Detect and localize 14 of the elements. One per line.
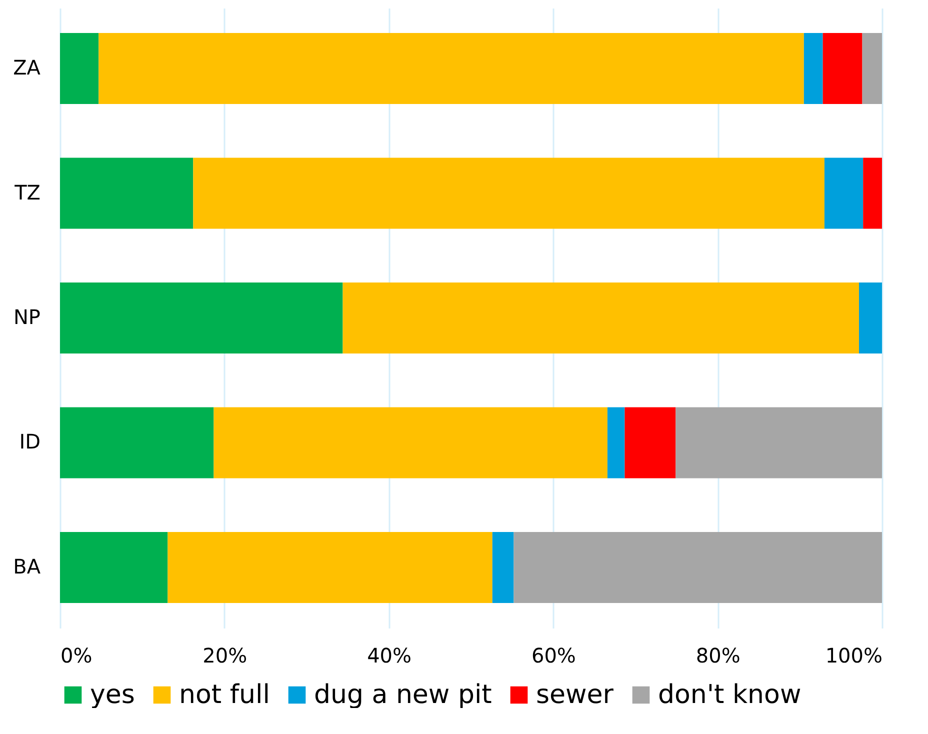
legend-label: not full xyxy=(179,680,270,710)
y-tick-label: BA xyxy=(13,554,41,578)
legend-label: sewer xyxy=(536,680,614,710)
y-tick-label: ZA xyxy=(13,56,41,80)
x-tick-label: 40% xyxy=(367,644,412,668)
y-tick-label: TZ xyxy=(14,180,40,204)
x-tick-label: 100% xyxy=(825,644,882,668)
x-tick-label: 20% xyxy=(202,644,248,668)
x-tick-label: 60% xyxy=(531,644,576,668)
x-tick-label: 0% xyxy=(60,644,92,668)
legend-label: don't know xyxy=(658,680,802,710)
y-tick-label: NP xyxy=(13,305,40,329)
x-tick-label: 80% xyxy=(696,644,740,668)
y-tick-label: ID xyxy=(19,430,40,454)
